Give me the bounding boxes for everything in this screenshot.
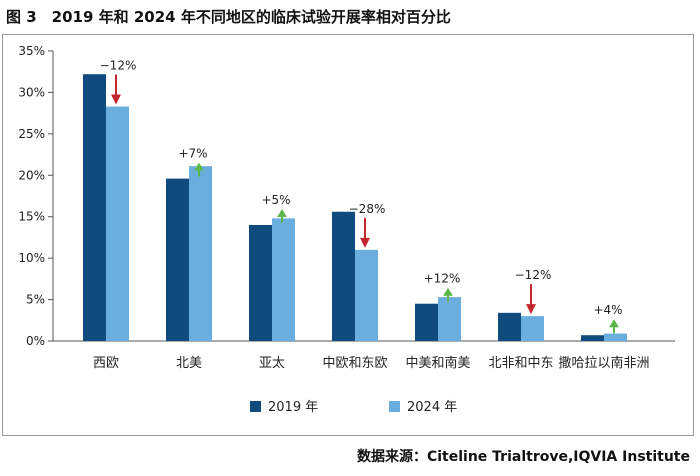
legend-swatch-2019 (250, 401, 261, 412)
change-label: +12% (424, 272, 461, 286)
x-category-label: 北美 (176, 356, 202, 371)
bar-2019 (581, 335, 604, 341)
change-label: +7% (178, 147, 207, 161)
x-category-label: 中美和南美 (405, 355, 470, 371)
change-label: −12% (100, 59, 137, 73)
legend-label-2024: 2024 年 (407, 400, 457, 415)
y-tick-label: 5% (26, 293, 45, 307)
bar-2019 (166, 178, 189, 341)
y-tick-label: 15% (18, 210, 45, 224)
up-arrow-icon (609, 319, 619, 328)
data-source: 数据来源：Citeline Trialtrove,IQVIA Institute (356, 449, 690, 465)
bar-2019 (498, 312, 521, 341)
bar-2019 (332, 211, 355, 341)
down-arrow-icon (111, 94, 121, 105)
x-category-label: 中欧和东欧 (322, 356, 387, 371)
change-label: −12% (515, 268, 552, 282)
legend-swatch-2024 (389, 401, 400, 412)
x-axis-labels: 西欧 北美 亚太 中欧和东欧 中美和南美 北非和中东 撒哈拉以南非洲 (93, 355, 650, 371)
legend: 2019 年 2024 年 (250, 400, 457, 415)
y-tick-label: 25% (18, 127, 45, 141)
down-arrow-icon (360, 237, 370, 248)
x-category-label: 亚太 (259, 356, 285, 371)
bar-2024 (272, 218, 295, 341)
bar-2024 (355, 249, 378, 341)
bars (83, 74, 627, 341)
up-arrow-icon (277, 209, 287, 217)
up-arrow-icon (443, 287, 453, 296)
bar-2024 (189, 166, 212, 341)
chart-frame: 0% 5% 10% 15% 20% 25% 30% 35% −12% +7% +5% −28% +12… (2, 34, 694, 436)
change-label: +5% (261, 193, 290, 207)
x-category-label: 北非和中东 (488, 356, 553, 371)
up-arrow-icon (194, 162, 204, 171)
y-tick-label: 30% (18, 85, 45, 99)
bar-chart: 0% 5% 10% 15% 20% 25% 30% 35% −12% +7% +5% −28% +12… (18, 44, 675, 415)
y-axis: 0% 5% 10% 15% 20% 25% 30% 35% (18, 44, 675, 348)
bar-2024 (521, 316, 544, 341)
x-category-label: 西欧 (93, 356, 119, 371)
bar-2024 (604, 333, 627, 341)
figure-title: 图 3 2019 年和 2024 年不同地区的临床试验开展率相对百分比 (6, 8, 451, 26)
x-category-label: 撒哈拉以南非洲 (558, 355, 649, 371)
bar-2019 (249, 225, 272, 341)
y-tick-label: 10% (18, 251, 45, 265)
bar-2024 (438, 297, 461, 341)
y-tick-label: 0% (26, 334, 45, 348)
bar-2024 (106, 106, 129, 341)
change-label: −28% (349, 202, 386, 216)
legend-label-2019: 2019 年 (268, 400, 318, 415)
bar-2019 (415, 303, 438, 341)
bar-2019 (83, 74, 106, 341)
down-arrow-icon (526, 304, 536, 315)
y-tick-label: 20% (18, 168, 45, 182)
change-annotations: −12% +7% +5% −28% +12% −12% +4% (100, 59, 623, 334)
change-label: +4% (593, 303, 622, 317)
y-tick-label: 35% (18, 44, 45, 58)
